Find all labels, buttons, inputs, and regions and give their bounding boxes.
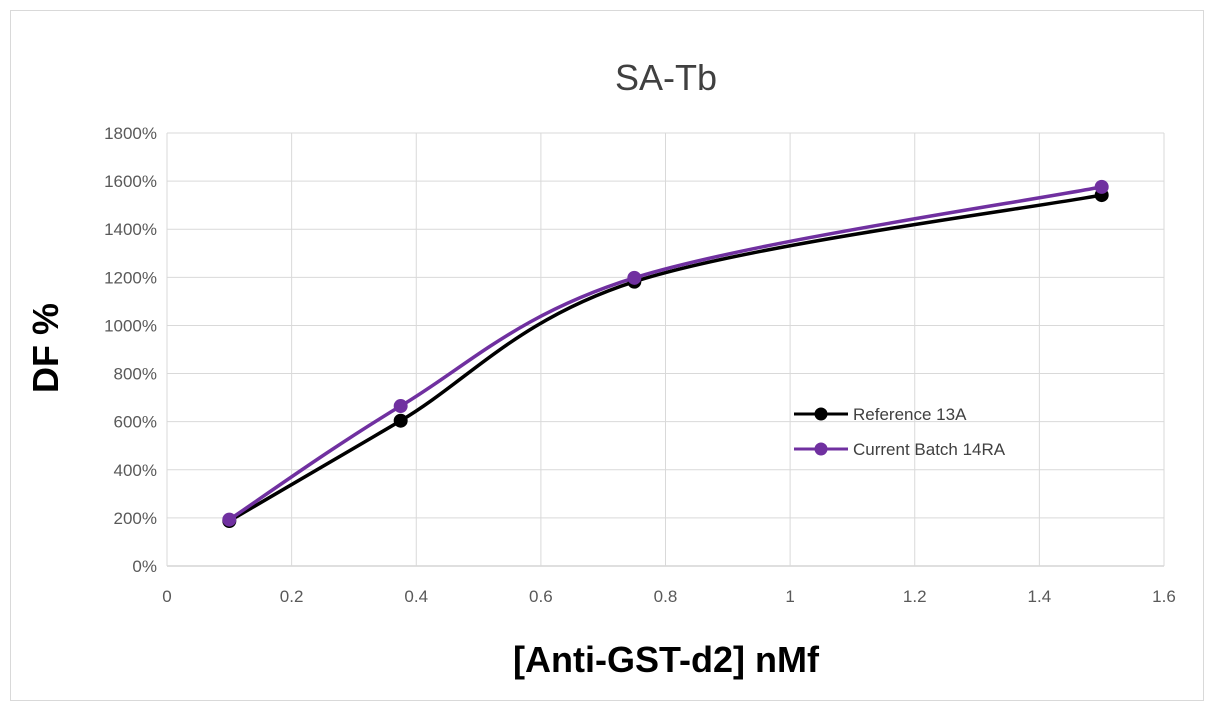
y-tick-label: 1800% (104, 124, 157, 143)
series-line-1 (228, 185, 1103, 522)
data-point-series-1 (627, 270, 642, 285)
x-tick-label: 0 (162, 587, 171, 606)
y-tick-label: 1400% (104, 220, 157, 239)
data-point-series-1 (1094, 179, 1109, 194)
x-tick-label: 0.4 (404, 587, 428, 606)
series-line-0 (228, 193, 1103, 523)
gridlines (166, 132, 1165, 567)
x-axis-title: [Anti-GST-d2] nMf (513, 639, 820, 680)
legend-swatch-marker-current (814, 442, 828, 456)
x-tick-label: 1.6 (1152, 587, 1176, 606)
y-tick-label: 200% (114, 509, 157, 528)
series-group (222, 179, 1109, 529)
y-tick-label: 1600% (104, 172, 157, 191)
legend: Reference 13A Current Batch 14RA (794, 405, 1006, 459)
x-tick-label: 0.2 (280, 587, 304, 606)
legend-swatch-marker-reference (814, 407, 828, 421)
data-point-series-1 (222, 512, 237, 527)
chart-title: SA-Tb (615, 57, 717, 98)
y-tick-labels: 0% 200% 400% 600% 800% 1000% 1200% 1400% 1600% 18… (104, 124, 157, 576)
chart-border (10, 10, 1204, 701)
y-tick-label: 600% (114, 413, 157, 432)
x-tick-label: 1.2 (903, 587, 927, 606)
y-tick-label: 0% (132, 557, 157, 576)
data-point-series-0 (393, 413, 408, 428)
y-tick-label: 1200% (104, 268, 157, 287)
x-tick-label: 1 (785, 587, 794, 606)
y-tick-label: 400% (114, 461, 157, 480)
legend-label-reference: Reference 13A (853, 405, 967, 424)
x-tick-labels: 0 0.2 0.4 0.6 0.8 1 1.2 1.4 1.6 (162, 587, 1176, 606)
x-tick-label: 0.8 (654, 587, 678, 606)
legend-label-current: Current Batch 14RA (853, 440, 1006, 459)
x-tick-label: 1.4 (1028, 587, 1052, 606)
x-tick-label: 0.6 (529, 587, 553, 606)
y-tick-label: 1000% (104, 316, 157, 335)
y-tick-label: 800% (114, 365, 157, 384)
y-axis-title: DF % (25, 303, 66, 393)
data-point-series-1 (393, 399, 408, 414)
